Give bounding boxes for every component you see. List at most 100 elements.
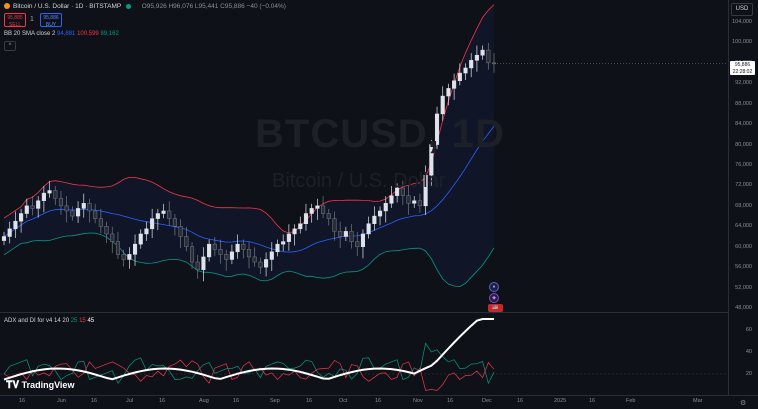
candle <box>400 187 405 196</box>
price-axis-label: 48,000 <box>735 305 752 311</box>
candle <box>218 249 223 255</box>
candle <box>440 95 445 115</box>
adx-di-indicator[interactable] <box>0 313 728 395</box>
candle <box>47 190 52 194</box>
time-axis-label: 16 <box>91 398 98 404</box>
candle <box>309 208 314 214</box>
time-axis-label: Aug <box>199 398 209 404</box>
candle <box>64 205 69 212</box>
candle <box>349 231 354 242</box>
price-axis-label: 52,000 <box>735 284 752 291</box>
candle <box>321 205 326 214</box>
indicator-axis-label: 40 <box>745 349 752 355</box>
candle <box>292 228 297 235</box>
bb-lower-line <box>3 232 495 288</box>
time-axis-label: 16 <box>517 398 524 404</box>
bb-basis-line <box>3 125 495 253</box>
candle <box>195 261 200 270</box>
candle <box>486 49 491 64</box>
collapse-legend-button[interactable]: ^ <box>4 41 16 51</box>
candle <box>389 195 394 204</box>
candle <box>93 210 98 219</box>
candle <box>41 192 46 201</box>
candle <box>457 72 462 81</box>
candle <box>303 213 309 224</box>
bb-basis-value: 94,881 <box>57 31 76 37</box>
currency-button[interactable]: USD <box>731 3 753 16</box>
candle <box>212 243 217 250</box>
candle <box>332 218 337 232</box>
event-icon-1[interactable]: ● <box>489 282 499 292</box>
candle <box>235 243 240 253</box>
time-axis-label: 16 <box>19 398 26 404</box>
candle <box>269 251 274 260</box>
candle <box>150 218 155 230</box>
adx-line <box>3 318 494 381</box>
bollinger-legend[interactable]: BB 20 SMA close 2 94,881 100,599 89,162 <box>4 31 119 37</box>
candle <box>110 233 115 242</box>
time-axis-label: Sep <box>270 398 280 404</box>
price-axis-label: 64,000 <box>735 223 752 230</box>
candle <box>412 200 417 204</box>
candle <box>258 261 263 268</box>
sell-button[interactable]: 95,885 SELL <box>4 13 26 28</box>
candle <box>224 254 229 260</box>
candle <box>184 236 189 247</box>
bb-lower-value: 89,162 <box>100 31 119 37</box>
candle <box>70 210 75 217</box>
candle <box>178 226 183 237</box>
time-axis-label: Nov <box>413 398 423 404</box>
candle <box>395 187 400 196</box>
tradingview-logo: 𝐓𝐕 TradingView <box>6 380 75 391</box>
candle <box>98 218 103 227</box>
time-axis-label: 16 <box>375 398 382 404</box>
candle <box>19 213 24 222</box>
candle <box>463 67 468 74</box>
settings-icon[interactable]: ⚙ <box>740 400 747 407</box>
time-axis-label: 16 <box>306 398 313 404</box>
candle <box>58 197 64 207</box>
candle <box>155 213 160 219</box>
candle <box>81 203 86 209</box>
candle <box>115 241 121 255</box>
symbol-title[interactable]: Bitcoin / U.S. Dollar · 1D · BITSTAMP <box>13 3 122 10</box>
price-axis-label: 100,000 <box>732 39 752 46</box>
time-axis-label: Jun <box>57 398 66 404</box>
candle <box>315 205 320 209</box>
candle <box>201 256 206 270</box>
candle <box>189 246 195 263</box>
di-plus-line <box>3 342 495 385</box>
candle <box>127 254 132 260</box>
time-axis-label: 16 <box>589 398 596 404</box>
candle <box>132 243 138 255</box>
candle <box>1 236 7 241</box>
candle <box>360 233 366 247</box>
candle <box>406 195 411 204</box>
time-axis-label: 16 <box>233 398 240 404</box>
price-axis-label: 80,000 <box>735 141 752 148</box>
adx-legend[interactable]: ADX and DI for v4 14 20 25 15 45 <box>4 318 95 324</box>
time-axis-label: 16 <box>447 398 454 404</box>
price-chart[interactable] <box>0 0 728 312</box>
market-open-icon <box>125 3 131 9</box>
candle <box>338 231 343 237</box>
price-axis-label: 88,000 <box>735 100 752 107</box>
time-axis-label: 2025 <box>554 398 567 404</box>
bb-upper-line <box>3 4 495 234</box>
candle <box>13 220 18 230</box>
us-flag-event-icon[interactable]: 🇺🇸 <box>488 304 503 312</box>
candle <box>372 215 377 224</box>
candle <box>434 113 440 145</box>
tradingview-logo-icon: 𝐓𝐕 <box>6 380 20 391</box>
time-axis-label: Dec <box>482 398 492 404</box>
candle <box>87 203 92 212</box>
candle <box>7 228 12 237</box>
event-icon-2[interactable]: ◆ <box>489 293 499 303</box>
candle <box>246 249 252 258</box>
candle <box>417 200 422 207</box>
buy-button[interactable]: 95,886 BUY <box>40 13 62 28</box>
candle <box>429 144 434 176</box>
candle <box>469 60 474 69</box>
time-axis-label: Jul <box>126 398 134 404</box>
candle <box>161 210 166 214</box>
